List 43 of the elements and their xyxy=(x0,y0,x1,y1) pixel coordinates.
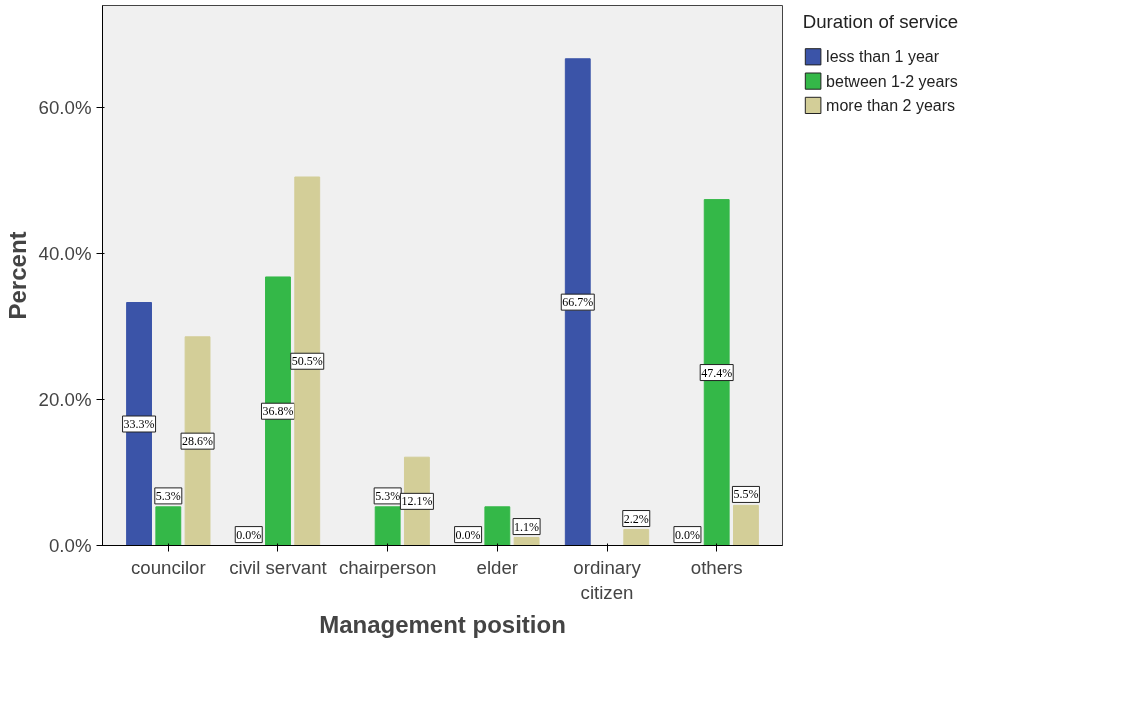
y-tick-label: 40.0% xyxy=(38,243,92,265)
y-tick-label: 20.0% xyxy=(38,389,92,411)
legend-title: Duration of service xyxy=(802,11,959,33)
legend-label: more than 2 years xyxy=(826,96,956,114)
data-label: 12.1% xyxy=(401,494,433,509)
bar xyxy=(623,528,650,546)
bar xyxy=(484,506,511,546)
x-tick-label: councilor xyxy=(130,556,206,578)
x-tick-label: civil servant xyxy=(229,556,328,578)
legend-label: between 1-2 years xyxy=(826,72,958,90)
bar xyxy=(374,506,401,546)
legend-label: less than 1 year xyxy=(826,48,940,66)
bar xyxy=(513,536,540,546)
bar xyxy=(155,506,182,546)
bar xyxy=(184,336,211,546)
x-tick-label: others xyxy=(690,556,743,578)
data-label: 33.3% xyxy=(123,417,155,431)
x-tick-label: ordinary citizen xyxy=(573,556,642,603)
data-label: 0.0% xyxy=(674,527,700,542)
data-label: 36.8% xyxy=(262,404,294,419)
data-label: 2.2% xyxy=(623,511,649,526)
y-axis-title: Percent xyxy=(3,231,31,320)
data-label: 5.3% xyxy=(375,488,401,503)
data-label: 5.3% xyxy=(155,488,181,503)
data-label: 1.1% xyxy=(514,519,540,534)
x-axis-title: Management position xyxy=(319,610,566,638)
bar xyxy=(564,58,591,546)
data-label: 47.4% xyxy=(701,365,733,380)
y-tick-label: 0.0% xyxy=(48,535,92,556)
data-label: 50.5% xyxy=(291,354,323,369)
bar xyxy=(265,276,291,546)
x-tick-label: elder xyxy=(476,556,519,578)
bar xyxy=(294,176,321,546)
x-tick-label: chairperson xyxy=(338,556,437,578)
data-label: 28.6% xyxy=(182,434,214,449)
bar xyxy=(703,199,730,546)
data-label: 5.5% xyxy=(733,487,759,502)
data-label: 66.7% xyxy=(562,295,594,310)
bar xyxy=(126,302,152,546)
bar xyxy=(733,504,759,546)
data-label: 0.0% xyxy=(236,527,262,542)
y-tick-label: 60.0% xyxy=(38,97,92,119)
data-label: 0.0% xyxy=(455,527,481,542)
